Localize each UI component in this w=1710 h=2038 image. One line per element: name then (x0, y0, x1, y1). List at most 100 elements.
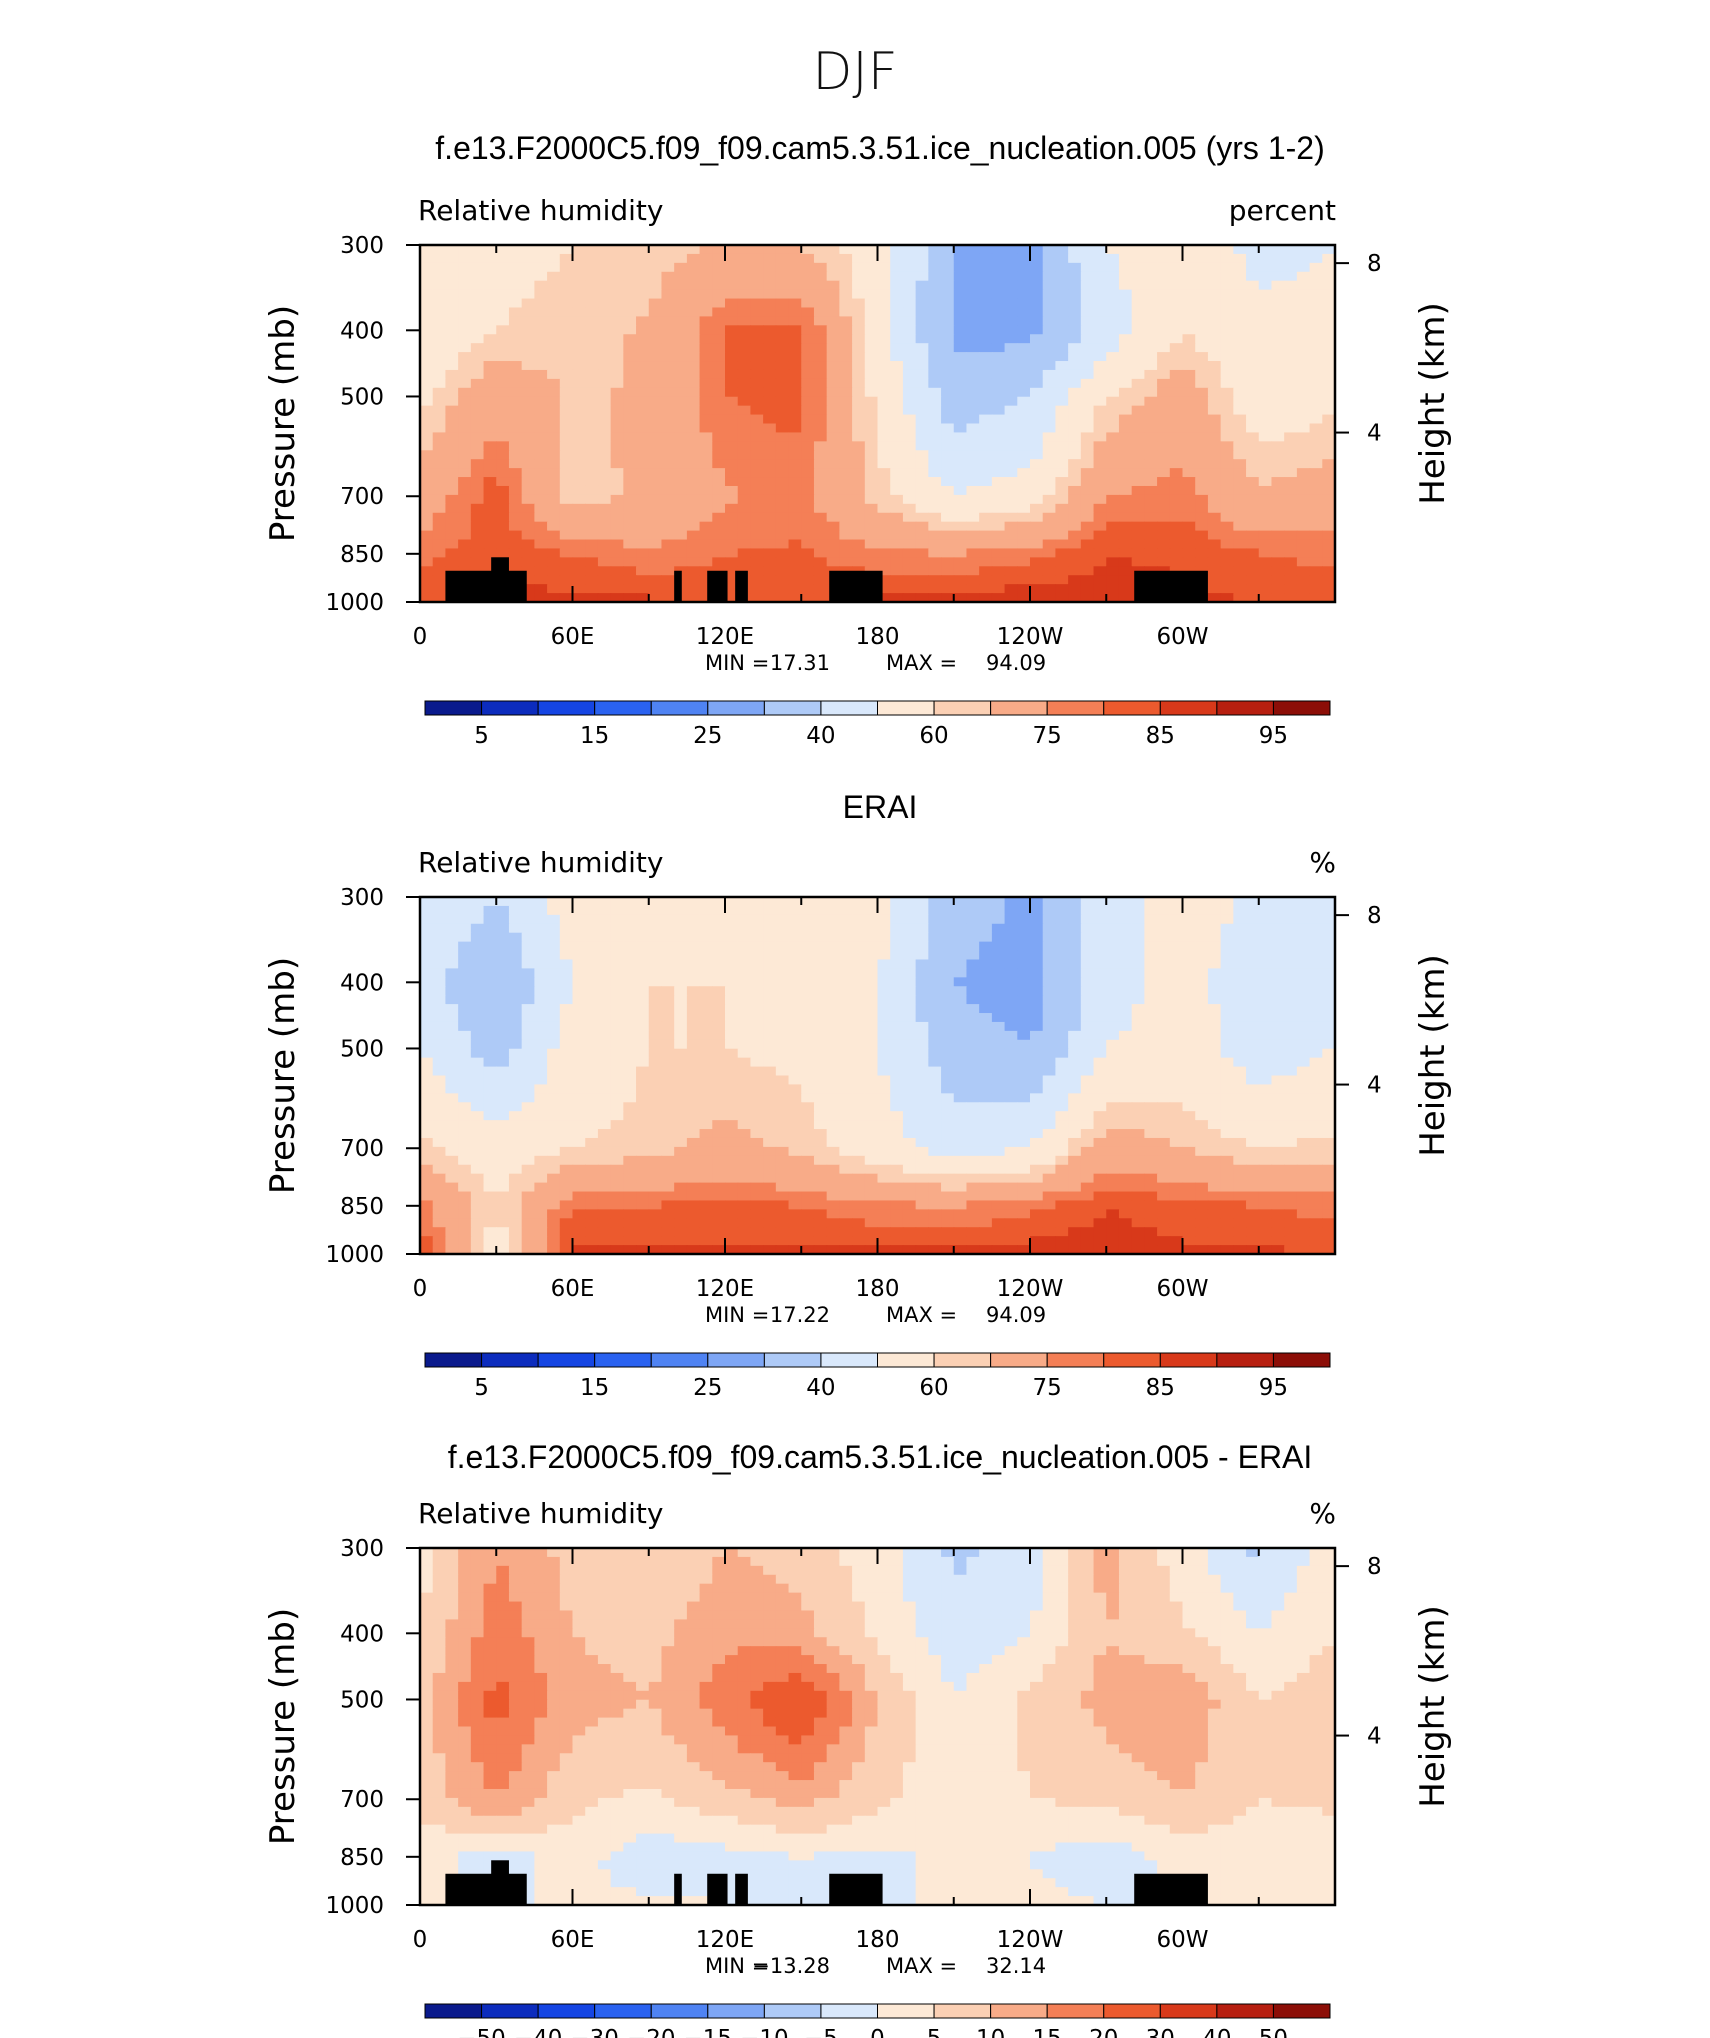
field-cell (547, 1021, 561, 1032)
field-cell (966, 485, 980, 496)
field-cell (813, 432, 828, 442)
field-cell (1004, 1102, 1018, 1112)
field-cell (1207, 387, 1222, 398)
field-cell (966, 941, 980, 952)
field-cell (1144, 271, 1158, 282)
field-cell (864, 387, 879, 398)
field-cell (1106, 530, 1120, 541)
field-cell (1004, 950, 1018, 961)
field-cell (1309, 968, 1323, 978)
field-cell (470, 1030, 485, 1041)
field-cell (1080, 1111, 1095, 1121)
field-cell (496, 923, 510, 934)
field-cell (445, 923, 459, 934)
field-cell (572, 1093, 586, 1103)
field-cell (712, 1120, 726, 1130)
field-cell (788, 369, 802, 380)
field-cell (750, 450, 764, 460)
field-cell (750, 387, 764, 398)
field-cell (547, 1120, 561, 1130)
field-cell (610, 289, 624, 300)
field-cell (445, 932, 459, 943)
field-cell (699, 289, 713, 300)
field-cell (1271, 441, 1285, 451)
field-cell (1220, 897, 1234, 907)
field-cell (801, 450, 815, 460)
field-cell (661, 1057, 675, 1068)
field-cell (1004, 1039, 1018, 1050)
field-cell (737, 914, 752, 925)
field-cell (1258, 566, 1273, 576)
field-cell (953, 468, 968, 478)
field-cell (1169, 423, 1184, 434)
field-cell (1017, 271, 1031, 282)
field-cell (941, 521, 955, 532)
field-cell (1309, 316, 1323, 326)
field-cell (902, 423, 917, 434)
field-cell (432, 521, 447, 532)
field-cell (508, 271, 523, 282)
field-cell (1030, 1137, 1044, 1148)
field-cell (1258, 343, 1273, 353)
field-cell (470, 914, 485, 925)
field-cell (699, 512, 713, 523)
field-cell (623, 1021, 637, 1032)
field-cell (1309, 1004, 1323, 1014)
field-cell (1246, 1013, 1260, 1023)
field-cell (572, 923, 586, 934)
field-cell (750, 494, 764, 505)
field-cell (1220, 396, 1234, 407)
field-cell (763, 334, 777, 344)
field-cell (547, 485, 561, 496)
field-cell (801, 494, 815, 505)
field-cell (1118, 396, 1133, 407)
field-cell (1169, 361, 1184, 371)
field-cell (470, 557, 485, 567)
field-cell (1182, 986, 1196, 996)
field-cell (648, 1030, 663, 1041)
field-cell (737, 432, 752, 442)
field-cell (547, 959, 561, 969)
field-cell (674, 280, 688, 291)
field-cell (813, 468, 828, 478)
field-cell (1322, 521, 1336, 532)
field-cell (686, 477, 701, 487)
field-cell (521, 968, 535, 978)
field-cell (737, 387, 752, 398)
field-cell (1030, 914, 1044, 925)
field-cell (1207, 530, 1222, 541)
field-cell (1284, 1111, 1298, 1121)
field-cell (496, 905, 510, 916)
field-cell (674, 941, 688, 952)
field-cell (1118, 405, 1133, 416)
field-cell (572, 245, 586, 255)
field-cell (1068, 1084, 1082, 1094)
max-value: 94.09 (986, 651, 1046, 675)
field-cell (1233, 459, 1247, 469)
field-cell (572, 575, 586, 585)
field-cell (597, 1013, 612, 1023)
field-cell (750, 1057, 764, 1068)
field-cell (915, 1120, 929, 1130)
field-cell (877, 521, 891, 532)
field-cell (585, 494, 599, 505)
field-cell (750, 459, 764, 469)
field-cell (1106, 280, 1120, 291)
field-cell (801, 923, 815, 934)
field-cell (725, 423, 739, 434)
field-cell (864, 1137, 879, 1148)
field-cell (1017, 1004, 1031, 1014)
field-cell (534, 271, 548, 282)
field-cell (801, 1004, 815, 1014)
field-cell (648, 503, 663, 514)
field-cell (1106, 1129, 1120, 1139)
field-cell (420, 450, 434, 460)
field-cell (941, 477, 955, 487)
field-cell (1030, 548, 1044, 558)
field-cell (699, 423, 713, 434)
field-cell (852, 897, 866, 907)
field-cell (1055, 1093, 1069, 1103)
field-cell (979, 423, 993, 434)
field-cell (1157, 914, 1171, 925)
field-cell (1309, 995, 1323, 1005)
